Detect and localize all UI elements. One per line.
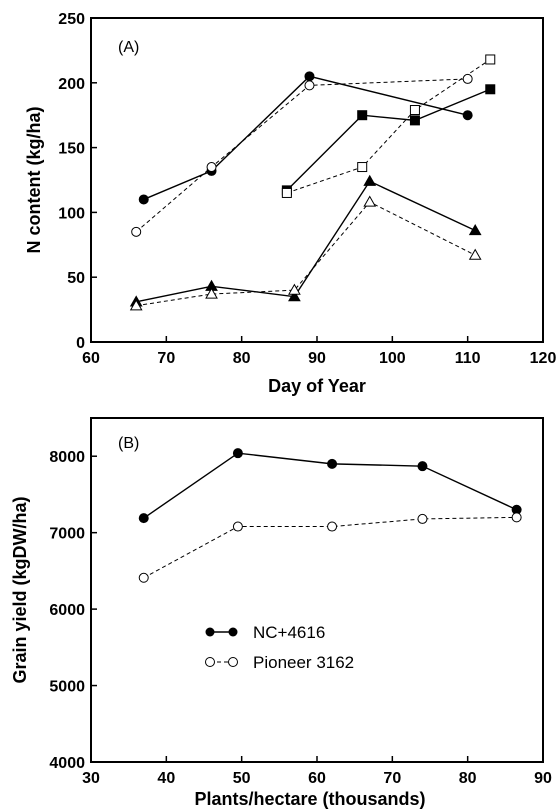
panel-b-x-tick-label: 90 [534, 770, 552, 787]
panel-a-series-1-point [304, 80, 315, 91]
legend-marker-pioneer3162-left [205, 657, 215, 667]
panel-a-x-tick-label: 100 [379, 350, 406, 367]
panel-b-x-tick-label: 40 [157, 770, 175, 787]
panel-a-series-1-line [135, 78, 468, 233]
panel-b-x-tick-label: 70 [383, 770, 401, 787]
panel-a-series-3-line [286, 59, 491, 194]
panel-b-y-tick-label: 4000 [49, 755, 85, 772]
panel-a-y-tick-label: 50 [67, 270, 85, 287]
panel-a-y-tick-label: 100 [58, 205, 85, 222]
legend-marker-nc4616-right [228, 627, 238, 637]
panel-b-label: (B) [118, 435, 139, 452]
panel-b-x-tick-label: 80 [459, 770, 477, 787]
panel-b-series-1-point [138, 572, 149, 583]
panel-a-series-4-point [468, 224, 482, 236]
panel-b-series-0-point [232, 448, 243, 459]
panel-a-series-0-point [304, 71, 315, 82]
panel-b-series-1-point [417, 513, 428, 524]
panel-a-series-1-point [462, 73, 473, 84]
panel-b-y-tick-label: 7000 [49, 526, 85, 543]
panel-a-y-tick-label: 250 [58, 11, 85, 28]
panel-a-series-1-point [206, 162, 217, 173]
panel-b-series-1-point [232, 521, 243, 532]
panel-a-series-3-point [485, 54, 496, 65]
panel-a-x-tick-label: 60 [82, 350, 100, 367]
panel-b-series-1-line [143, 516, 517, 579]
panel-a-series-0-point [462, 110, 473, 121]
panel-a-series-5-point [205, 287, 218, 299]
panel-a-y-tick-label: 150 [58, 141, 85, 158]
legend-label-pioneer3162: Pioneer 3162 [253, 653, 354, 672]
legend-label-nc4616: NC+4616 [253, 623, 325, 642]
panel-a-y-tick-label: 200 [58, 76, 85, 93]
panel-a-series-2-line [286, 88, 491, 191]
panel-a-series-0-line [143, 75, 468, 201]
panel-a-y-tick-label: 0 [76, 335, 85, 352]
panel-b-y-tick-label: 8000 [49, 449, 85, 466]
panel-b-x-tick-label: 30 [82, 770, 100, 787]
panel-a-x-tick-label: 80 [233, 350, 251, 367]
panel-a-x-tick-label: 110 [455, 350, 481, 367]
panel-a-x-tick-label: 120 [530, 350, 557, 367]
panel-a-plot-area [90, 17, 544, 343]
panel-a-label: (A) [118, 39, 139, 56]
panel-a-series-1-point [131, 226, 142, 237]
panel-a-series-2-point [357, 110, 368, 121]
panel-b-x-tick-label: 60 [308, 770, 326, 787]
panel-b-plot-area [90, 417, 544, 763]
panel-b-x-axis-label: Plants/hectare (thousands) [194, 789, 425, 809]
panel-b-series-1-point [511, 512, 522, 523]
panel-a-x-axis-label: Day of Year [268, 376, 366, 396]
panel-a-series-3-point [281, 187, 292, 198]
panel-a-series-5-point [363, 195, 377, 207]
panel-a-y-axis-label: N content (kg/ha) [24, 106, 44, 253]
panel-a-x-tick-label: 90 [308, 350, 326, 367]
panel-a-series-2-point [485, 84, 496, 95]
panel-a-chart: (A) Day of Year N content (kg/ha) 60 70 80… [24, 11, 556, 396]
panel-a-series-5-point [468, 248, 482, 260]
panel-a-series-4-line [136, 180, 476, 303]
panel-b-series-0-point [138, 513, 149, 524]
panel-a-series-4-point [363, 174, 377, 186]
panel-a-x-tick-label: 70 [157, 350, 175, 367]
panel-b-series-1-point [327, 521, 338, 532]
panel-a-series-2-point [409, 115, 420, 126]
panel-a-series-3-point [409, 105, 420, 116]
panel-b-y-axis-label: Grain yield (kgDW/ha) [10, 496, 30, 683]
legend-marker-pioneer3162-right [228, 657, 238, 667]
panel-b-series-0-point [417, 461, 428, 472]
panel-b-x-tick-label: 50 [233, 770, 251, 787]
panel-b-series-0-point [327, 458, 338, 469]
legend: NC+4616 Pioneer 3162 [205, 623, 354, 672]
panel-a-series-0-point [138, 194, 149, 205]
panel-a-series-5-point [129, 299, 143, 311]
panel-b-y-tick-label: 6000 [49, 602, 85, 619]
panel-a-series-5-line [136, 201, 476, 307]
panel-b-y-tick-label: 5000 [49, 679, 85, 696]
panel-b-chart: (B) Plants/hectare (thousands) Grain yie… [10, 417, 552, 809]
legend-marker-nc4616-left [205, 627, 215, 637]
panel-a-series-5-point [288, 283, 301, 295]
panel-a-series-3-point [357, 162, 368, 173]
panel-a-series-4-point [288, 290, 301, 302]
